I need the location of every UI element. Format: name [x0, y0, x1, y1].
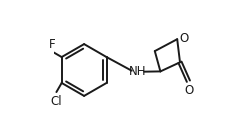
Text: F: F	[49, 38, 55, 51]
Text: O: O	[184, 84, 193, 97]
Text: Cl: Cl	[50, 94, 62, 108]
Text: NH: NH	[129, 65, 147, 78]
Text: O: O	[180, 32, 189, 45]
